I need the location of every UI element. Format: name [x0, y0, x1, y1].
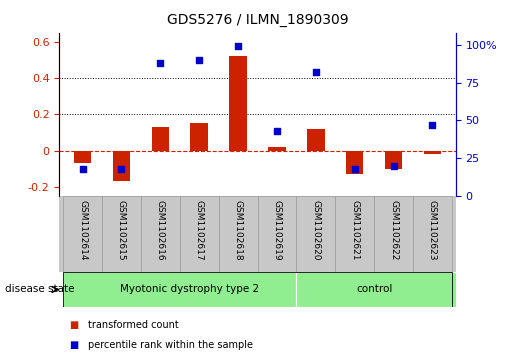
Text: GSM1102621: GSM1102621 — [350, 200, 359, 260]
Text: GSM1102616: GSM1102616 — [156, 200, 165, 261]
Text: Myotonic dystrophy type 2: Myotonic dystrophy type 2 — [120, 285, 259, 294]
Bar — [229, 56, 247, 151]
Point — [117, 166, 126, 172]
Bar — [113, 151, 130, 182]
Bar — [268, 147, 286, 151]
Bar — [424, 151, 441, 154]
Text: transformed count: transformed count — [88, 320, 178, 330]
Bar — [63, 272, 296, 307]
Bar — [74, 151, 91, 163]
Bar — [63, 196, 102, 272]
Bar — [141, 196, 180, 272]
Text: GDS5276 / ILMN_1890309: GDS5276 / ILMN_1890309 — [167, 13, 348, 27]
Bar — [102, 196, 141, 272]
Bar — [296, 196, 335, 272]
Text: GSM1102622: GSM1102622 — [389, 200, 398, 260]
Bar — [307, 129, 324, 151]
Text: GSM1102623: GSM1102623 — [428, 200, 437, 260]
Point — [389, 163, 398, 169]
Bar — [335, 196, 374, 272]
Text: GSM1102615: GSM1102615 — [117, 200, 126, 261]
Bar — [258, 196, 296, 272]
Point — [234, 44, 242, 49]
Point — [78, 166, 87, 172]
Point — [273, 128, 281, 134]
Text: ■: ■ — [70, 320, 79, 330]
Bar — [151, 127, 169, 151]
Point — [351, 166, 359, 172]
Point — [195, 57, 203, 63]
Text: GSM1102614: GSM1102614 — [78, 200, 87, 260]
Text: disease state: disease state — [5, 285, 75, 294]
Text: GSM1102619: GSM1102619 — [272, 200, 281, 261]
Text: percentile rank within the sample: percentile rank within the sample — [88, 340, 252, 350]
Point — [312, 69, 320, 75]
Text: GSM1102617: GSM1102617 — [195, 200, 204, 261]
Bar — [180, 196, 219, 272]
Bar — [346, 151, 364, 174]
Text: GSM1102620: GSM1102620 — [311, 200, 320, 260]
Text: GSM1102618: GSM1102618 — [234, 200, 243, 261]
Bar — [191, 123, 208, 151]
Bar — [219, 196, 258, 272]
Bar — [413, 196, 452, 272]
Point — [156, 60, 164, 66]
Text: ■: ■ — [70, 340, 79, 350]
Point — [428, 122, 437, 128]
Text: control: control — [356, 285, 392, 294]
Bar — [385, 151, 402, 169]
Bar — [296, 272, 471, 307]
Bar — [374, 196, 413, 272]
